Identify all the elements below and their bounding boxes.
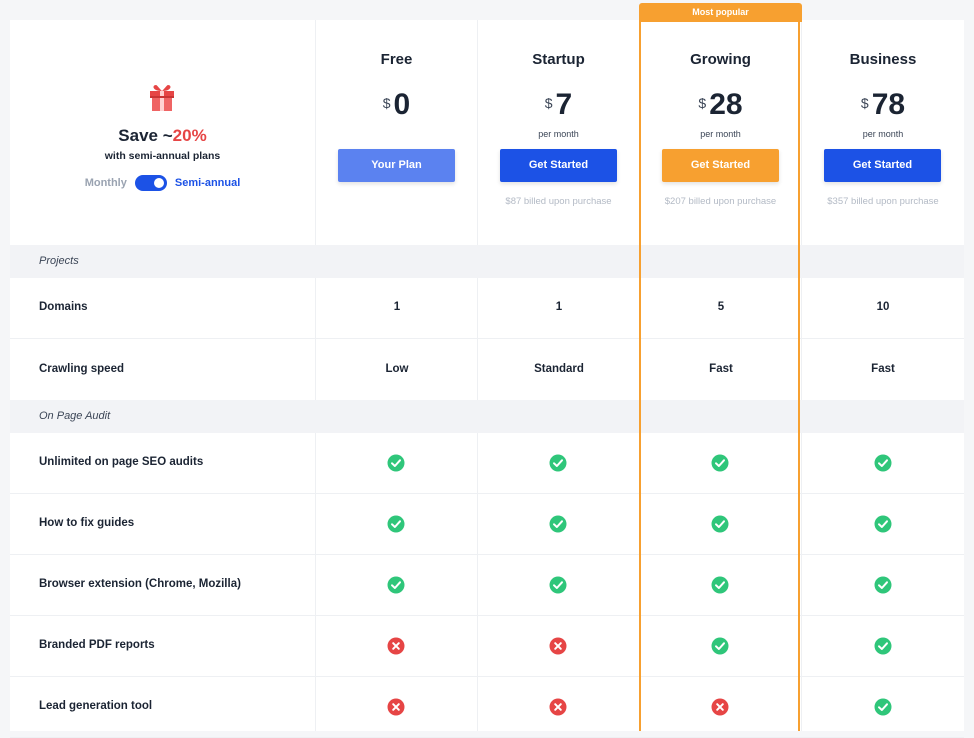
- currency-symbol: $: [860, 95, 869, 111]
- get-started-button-growing[interactable]: Get Started: [662, 149, 779, 182]
- cross-icon: [549, 698, 567, 716]
- plan-startup: Startup $7 per month Get Started $87 bil…: [478, 20, 639, 245]
- section-title: On Page Audit: [39, 410, 111, 422]
- table-row: How to fix guides: [10, 494, 964, 555]
- price-amount: 0: [393, 88, 411, 121]
- check-icon: [874, 698, 892, 716]
- section-projects: Projects: [10, 245, 964, 278]
- row-label: Domains: [39, 301, 88, 313]
- billed-note: $357 billed upon purchase: [827, 196, 939, 207]
- plan-growing: Growing $28 per month Get Started $207 b…: [640, 20, 801, 245]
- table-row: Unlimited on page SEO audits: [10, 433, 964, 494]
- cross-icon: [387, 698, 405, 716]
- most-popular-badge: Most popular: [639, 3, 802, 22]
- monthly-label[interactable]: Monthly: [84, 177, 127, 189]
- billing-period-toggle[interactable]: [134, 175, 167, 191]
- pricing-card: [10, 20, 964, 731]
- cell-value: 1: [393, 301, 401, 313]
- currency-symbol: $: [382, 95, 391, 111]
- plan-price: $0: [316, 87, 477, 120]
- row-label: How to fix guides: [39, 517, 135, 529]
- save-headline: Save ~20%: [10, 126, 315, 146]
- check-icon: [549, 454, 567, 472]
- price-period: per month: [700, 129, 741, 139]
- check-icon: [874, 576, 892, 594]
- get-started-button-startup[interactable]: Get Started: [500, 149, 617, 182]
- cell-value: Fast: [871, 363, 895, 375]
- billed-note: $207 billed upon purchase: [664, 196, 777, 207]
- cell-value: Fast: [709, 363, 733, 375]
- table-row-domains: Domains 1 1 5 10: [10, 278, 964, 339]
- billed-note: $87 billed upon purchase: [505, 196, 612, 207]
- semi-annual-label[interactable]: Semi-annual: [174, 177, 241, 189]
- save-prefix: Save ~: [118, 126, 173, 145]
- cell-value: 1: [555, 301, 563, 313]
- table-row: Branded PDF reports: [10, 616, 964, 677]
- row-label: Crawling speed: [39, 363, 124, 375]
- plan-name: Growing: [690, 51, 751, 68]
- column-divider: [315, 20, 316, 731]
- table-row: Browser extension (Chrome, Mozilla): [10, 555, 964, 616]
- cell-value: Standard: [534, 363, 584, 375]
- plan-name: Free: [380, 51, 413, 68]
- currency-symbol: $: [698, 95, 707, 111]
- plan-name: Startup: [532, 51, 585, 68]
- get-started-button-business[interactable]: Get Started: [824, 149, 941, 182]
- cross-icon: [549, 637, 567, 655]
- toggle-knob: [153, 178, 164, 188]
- check-icon: [711, 637, 729, 655]
- plan-price: $28: [640, 87, 801, 120]
- price-amount: 78: [871, 88, 906, 121]
- plan-free: Free $0 Your Plan: [316, 20, 477, 245]
- save-subtitle: with semi-annual plans: [104, 150, 221, 162]
- currency-symbol: $: [544, 95, 553, 111]
- plan-name: Business: [849, 51, 917, 68]
- check-icon: [549, 515, 567, 533]
- column-divider: [477, 20, 478, 731]
- row-label: Unlimited on page SEO audits: [39, 456, 204, 468]
- check-icon: [387, 515, 405, 533]
- check-icon: [549, 576, 567, 594]
- row-label: Branded PDF reports: [39, 639, 155, 651]
- check-icon: [874, 637, 892, 655]
- cell-value: Low: [385, 363, 409, 375]
- plan-business: Business $78 per month Get Started $357 …: [802, 20, 964, 245]
- column-divider: [801, 20, 802, 731]
- section-on-page-audit: On Page Audit: [10, 400, 964, 433]
- gift-icon: [150, 85, 174, 111]
- plan-price: $7: [478, 87, 639, 120]
- check-icon: [874, 454, 892, 472]
- billing-toggle-row: Monthly Semi-annual: [10, 174, 315, 192]
- check-icon: [874, 515, 892, 533]
- check-icon: [711, 515, 729, 533]
- row-label: Lead generation tool: [39, 700, 153, 712]
- row-label: Browser extension (Chrome, Mozilla): [39, 578, 241, 590]
- check-icon: [711, 454, 729, 472]
- check-icon: [711, 576, 729, 594]
- plan-price: $78: [802, 87, 964, 120]
- cross-icon: [387, 637, 405, 655]
- cell-value: 5: [717, 301, 725, 313]
- check-icon: [387, 454, 405, 472]
- table-row-crawling-speed: Crawling speed Low Standard Fast Fast: [10, 339, 964, 401]
- price-period: per month: [862, 129, 904, 139]
- your-plan-button[interactable]: Your Plan: [338, 149, 455, 182]
- cross-icon: [711, 698, 729, 716]
- check-icon: [387, 576, 405, 594]
- save-percent: 20%: [172, 126, 207, 145]
- cell-value: 10: [876, 301, 890, 313]
- price-amount: 28: [709, 88, 743, 121]
- price-amount: 7: [555, 88, 573, 121]
- price-period: per month: [538, 129, 579, 139]
- section-title: Projects: [39, 255, 79, 267]
- table-row: Lead generation tool: [10, 677, 964, 738]
